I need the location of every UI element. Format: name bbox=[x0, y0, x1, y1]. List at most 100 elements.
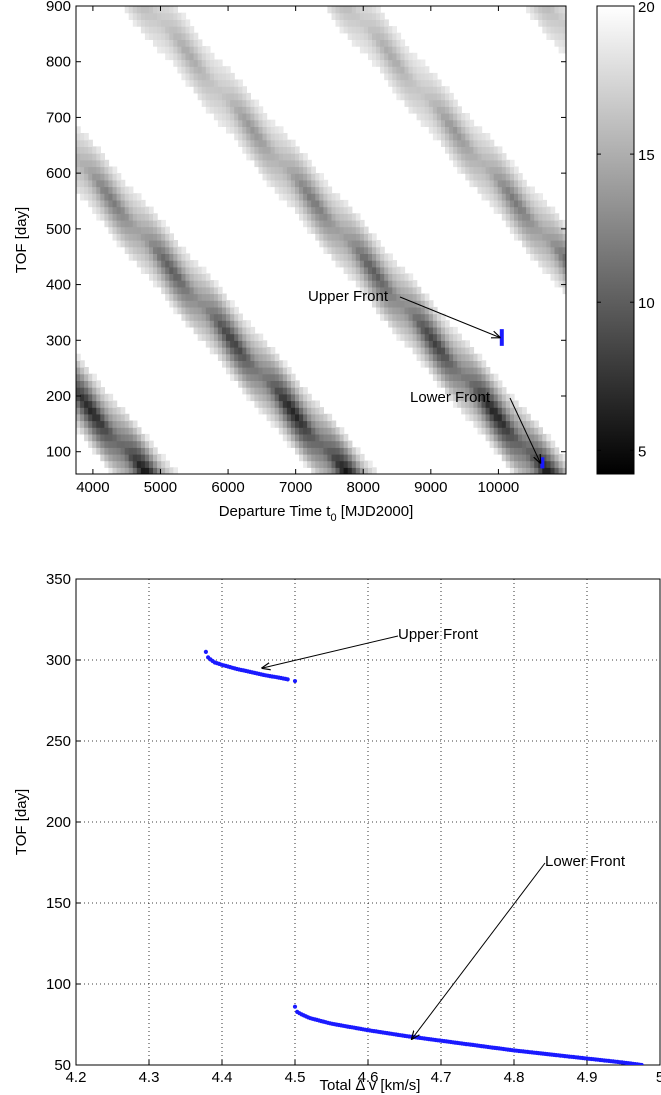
heatmap-cell bbox=[424, 313, 430, 321]
heatmap-cell bbox=[262, 119, 268, 127]
heatmap-cell bbox=[165, 26, 170, 34]
heatmap-cell bbox=[209, 280, 215, 288]
heatmap-cell bbox=[359, 32, 365, 40]
heatmap-cell bbox=[136, 12, 142, 20]
heatmap-cell bbox=[485, 146, 491, 154]
heatmap-cell bbox=[165, 46, 170, 54]
heatmap-cell bbox=[380, 293, 385, 301]
heatmap-cell bbox=[359, 26, 365, 34]
heatmap-cell bbox=[258, 333, 264, 341]
heatmap-cell bbox=[201, 286, 207, 295]
heatmap-cell bbox=[368, 46, 373, 54]
heatmap-cell bbox=[286, 407, 292, 415]
heatmap-cell bbox=[315, 226, 320, 234]
heatmap-cell bbox=[266, 373, 272, 381]
heatmap-cell bbox=[514, 219, 519, 228]
heatmap-cell bbox=[493, 407, 499, 415]
heatmap-cell bbox=[136, 433, 142, 442]
heatmap-cell bbox=[295, 427, 300, 435]
heatmap-cell bbox=[335, 453, 341, 462]
heatmap-cell bbox=[396, 286, 402, 295]
heatmap-cell bbox=[485, 413, 491, 422]
heatmap-cell bbox=[104, 447, 110, 455]
heatmap-cell bbox=[497, 433, 503, 442]
heatmap-cell bbox=[153, 32, 158, 40]
heatmap-cell bbox=[84, 420, 89, 428]
heatmap-cell bbox=[254, 373, 260, 381]
heatmap-cell bbox=[368, 460, 373, 468]
heatmap-cell bbox=[234, 119, 239, 127]
heatmap-cell bbox=[226, 92, 231, 101]
heatmap-cell bbox=[530, 193, 535, 201]
heatmap-cell bbox=[177, 12, 183, 20]
heatmap-cell bbox=[441, 139, 446, 147]
annotation-label: Upper Front bbox=[398, 626, 479, 643]
heatmap-cell bbox=[416, 306, 422, 315]
heatmap-cell bbox=[469, 367, 475, 375]
heatmap-cell bbox=[213, 293, 219, 301]
heatmap-cell bbox=[112, 193, 118, 201]
heatmap-cell bbox=[153, 266, 158, 274]
heatmap-cell bbox=[420, 320, 426, 328]
heatmap-cell bbox=[161, 32, 166, 40]
heatmap-cell bbox=[140, 266, 146, 274]
heatmap-cell bbox=[258, 400, 264, 408]
heatmap-cell bbox=[100, 166, 105, 174]
heatmap-cell bbox=[384, 260, 389, 268]
pareto-x-axis-label: Total Δ v [km/s] bbox=[320, 1077, 421, 1094]
heatmap-cell bbox=[270, 353, 276, 361]
heatmap-cell bbox=[262, 146, 268, 154]
heatmap-cell bbox=[380, 39, 385, 47]
heatmap-cell bbox=[493, 433, 499, 442]
heatmap-cell bbox=[550, 467, 556, 474]
heatmap-cell bbox=[477, 353, 483, 361]
heatmap-cell bbox=[497, 400, 503, 408]
heatmap-cell bbox=[372, 32, 377, 40]
heatmap-cell bbox=[144, 433, 150, 442]
heatmap-cell bbox=[449, 146, 454, 154]
heatmap-cell bbox=[193, 86, 199, 94]
heatmap-cell bbox=[246, 153, 251, 161]
heatmap-cell bbox=[92, 206, 97, 214]
heatmap-cell bbox=[530, 12, 535, 20]
heatmap-cell bbox=[311, 186, 316, 194]
heatmap-cell bbox=[546, 26, 552, 34]
heatmap-cell bbox=[201, 72, 207, 81]
heatmap-cell bbox=[185, 300, 191, 308]
heatmap-cell bbox=[165, 460, 170, 468]
heatmap-cell bbox=[307, 206, 312, 214]
heatmap-cell bbox=[546, 266, 552, 274]
heatmap-cell bbox=[100, 420, 105, 428]
heatmap-cell bbox=[286, 179, 292, 188]
heatmap-cell bbox=[449, 387, 454, 395]
pareto-front-chart: 4.2 4.3 4.4 4.5 4.6 4.7 4.8 4.9 5 50100150200250… bbox=[13, 571, 661, 1094]
heatmap-cell bbox=[144, 246, 150, 254]
heatmap-cell bbox=[299, 159, 304, 168]
data-point bbox=[292, 678, 298, 684]
heatmap-cell bbox=[505, 460, 511, 468]
heatmap-cell bbox=[290, 153, 296, 161]
heatmap-cell bbox=[558, 39, 564, 47]
heatmap-cell bbox=[534, 213, 539, 221]
y-tick-label: 700 bbox=[46, 109, 71, 126]
heatmap-cell bbox=[274, 360, 280, 368]
heatmap-cell bbox=[230, 106, 235, 114]
heatmap-cell bbox=[303, 206, 308, 214]
heatmap-cell bbox=[327, 240, 333, 248]
heatmap-cell bbox=[372, 52, 377, 61]
heatmap-cell bbox=[230, 313, 235, 321]
heatmap-cell bbox=[197, 79, 203, 87]
heatmap-cell bbox=[372, 246, 377, 254]
annotation-label: Upper Front bbox=[308, 288, 389, 305]
heatmap-cell bbox=[201, 306, 207, 315]
heatmap-cell bbox=[396, 280, 402, 288]
heatmap-cell bbox=[331, 233, 337, 241]
heatmap-cell bbox=[124, 427, 130, 435]
heatmap-cell bbox=[213, 59, 219, 67]
heatmap-cell bbox=[295, 146, 300, 154]
heatmap-cell bbox=[416, 300, 422, 308]
heatmap-cell bbox=[193, 313, 199, 321]
heatmap-cell bbox=[449, 360, 454, 368]
heatmap-cell bbox=[278, 126, 284, 134]
heatmap-cell bbox=[282, 367, 288, 375]
